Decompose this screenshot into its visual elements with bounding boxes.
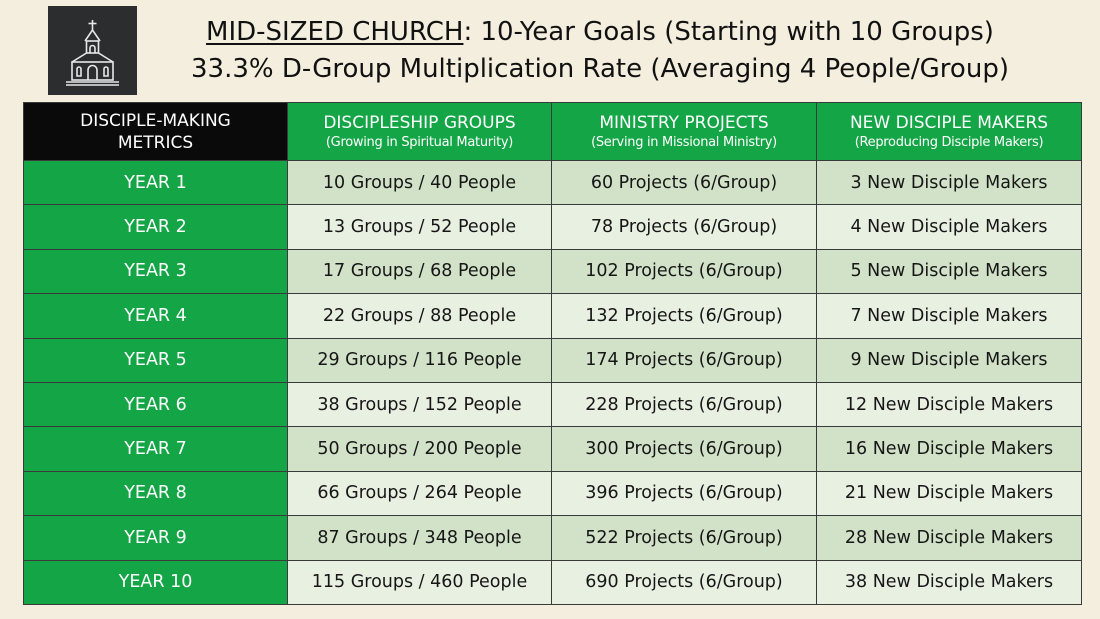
groups-cell: 115 Groups / 460 People — [287, 559, 552, 605]
table-row: YEAR 3 17 Groups / 68 People 102 Project… — [23, 248, 1082, 295]
makers-cell: 4 New Disciple Makers — [816, 204, 1082, 250]
groups-cell: 66 Groups / 264 People — [287, 470, 552, 517]
year-cell: YEAR 3 — [23, 248, 288, 295]
title-church: MID-SIZED CHURCH — [206, 17, 464, 47]
projects-cell: 690 Projects (6/Group) — [551, 559, 817, 605]
year-cell: YEAR 5 — [23, 337, 288, 383]
header-main: DISCIPLESHIP GROUPS — [323, 112, 516, 133]
year-cell: YEAR 2 — [23, 204, 288, 250]
metrics-table: DISCIPLE-MAKING METRICS DISCIPLESHIP GRO… — [23, 102, 1082, 605]
header-metrics: DISCIPLE-MAKING METRICS — [23, 102, 288, 161]
table-row: YEAR 7 50 Groups / 200 People 300 Projec… — [23, 426, 1082, 472]
projects-cell: 102 Projects (6/Group) — [551, 248, 817, 295]
year-cell: YEAR 10 — [23, 559, 288, 605]
year-cell: YEAR 1 — [23, 159, 288, 206]
header-discipleship-groups: DISCIPLESHIP GROUPS (Growing in Spiritua… — [287, 102, 552, 161]
makers-cell: 5 New Disciple Makers — [816, 248, 1082, 295]
header-main: NEW DISCIPLE MAKERS — [849, 112, 1049, 133]
header-main: DISCIPLE-MAKING — [80, 110, 231, 131]
projects-cell: 228 Projects (6/Group) — [551, 381, 817, 428]
table-row: YEAR 6 38 Groups / 152 People 228 Projec… — [23, 381, 1082, 428]
makers-cell: 9 New Disciple Makers — [816, 337, 1082, 383]
church-logo — [48, 6, 137, 95]
header-sub: (Serving in Missional Ministry) — [591, 134, 777, 150]
table-header-row: DISCIPLE-MAKING METRICS DISCIPLESHIP GRO… — [23, 102, 1082, 161]
header-sub: (Growing in Spiritual Maturity) — [325, 134, 514, 150]
groups-cell: 10 Groups / 40 People — [287, 159, 552, 206]
projects-cell: 60 Projects (6/Group) — [551, 159, 817, 206]
page-title: MID-SIZED CHURCH: 10-Year Goals (Startin… — [150, 14, 1050, 88]
makers-cell: 7 New Disciple Makers — [816, 293, 1082, 339]
church-icon — [66, 20, 119, 86]
groups-cell: 17 Groups / 68 People — [287, 248, 552, 295]
table-row: YEAR 4 22 Groups / 88 People 132 Project… — [23, 293, 1082, 339]
projects-cell: 78 Projects (6/Group) — [551, 204, 817, 250]
year-cell: YEAR 4 — [23, 293, 288, 339]
projects-cell: 522 Projects (6/Group) — [551, 515, 817, 561]
year-cell: YEAR 7 — [23, 426, 288, 472]
makers-cell: 21 New Disciple Makers — [816, 470, 1082, 517]
makers-cell: 38 New Disciple Makers — [816, 559, 1082, 605]
projects-cell: 396 Projects (6/Group) — [551, 470, 817, 517]
header-ministry-projects: MINISTRY PROJECTS (Serving in Missional … — [551, 102, 817, 161]
groups-cell: 22 Groups / 88 People — [287, 293, 552, 339]
year-cell: YEAR 6 — [23, 381, 288, 428]
groups-cell: 50 Groups / 200 People — [287, 426, 552, 472]
makers-cell: 12 New Disciple Makers — [816, 381, 1082, 428]
makers-cell: 28 New Disciple Makers — [816, 515, 1082, 561]
groups-cell: 13 Groups / 52 People — [287, 204, 552, 250]
table-row: YEAR 1 10 Groups / 40 People 60 Projects… — [23, 159, 1082, 206]
title-rest: : 10-Year Goals (Starting with 10 Groups… — [463, 17, 994, 47]
header-main: MINISTRY PROJECTS — [599, 112, 769, 133]
header-main: METRICS — [117, 132, 194, 153]
groups-cell: 87 Groups / 348 People — [287, 515, 552, 561]
projects-cell: 300 Projects (6/Group) — [551, 426, 817, 472]
header-sub: (Reproducing Disciple Makers) — [854, 134, 1044, 150]
makers-cell: 16 New Disciple Makers — [816, 426, 1082, 472]
subtitle: 33.3% D-Group Multiplication Rate (Avera… — [191, 54, 1009, 84]
groups-cell: 38 Groups / 152 People — [287, 381, 552, 428]
table-row: YEAR 8 66 Groups / 264 People 396 Projec… — [23, 470, 1082, 517]
projects-cell: 132 Projects (6/Group) — [551, 293, 817, 339]
table-row: YEAR 2 13 Groups / 52 People 78 Projects… — [23, 204, 1082, 250]
year-cell: YEAR 8 — [23, 470, 288, 517]
makers-cell: 3 New Disciple Makers — [816, 159, 1082, 206]
table-row: YEAR 10 115 Groups / 460 People 690 Proj… — [23, 559, 1082, 605]
table-row: YEAR 5 29 Groups / 116 People 174 Projec… — [23, 337, 1082, 383]
groups-cell: 29 Groups / 116 People — [287, 337, 552, 383]
table-row: YEAR 9 87 Groups / 348 People 522 Projec… — [23, 515, 1082, 561]
title-line: MID-SIZED CHURCH: 10-Year Goals (Startin… — [150, 14, 1050, 50]
year-cell: YEAR 9 — [23, 515, 288, 561]
header-new-disciple-makers: NEW DISCIPLE MAKERS (Reproducing Discipl… — [816, 102, 1082, 161]
projects-cell: 174 Projects (6/Group) — [551, 337, 817, 383]
